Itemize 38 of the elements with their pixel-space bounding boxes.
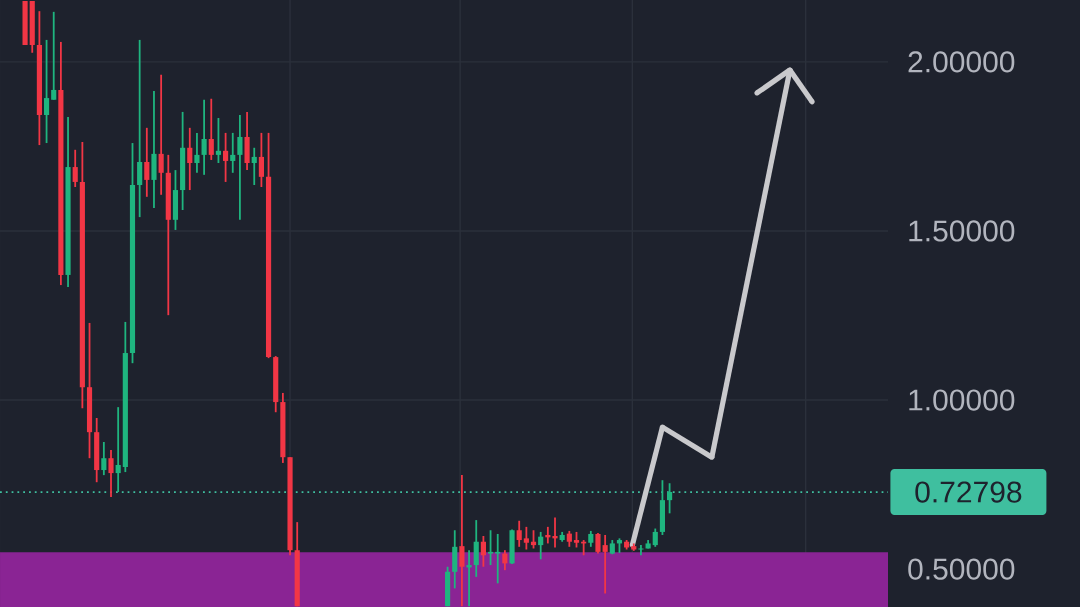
candlestick (137, 39, 143, 219)
candlestick (43, 39, 50, 144)
y-tick-label: 1.50000 (909, 220, 1015, 242)
candlestick (595, 532, 601, 555)
candlestick (459, 474, 465, 607)
candlestick (473, 519, 479, 578)
candlestick (466, 549, 472, 607)
candlestick (495, 533, 501, 585)
candlestick (201, 98, 207, 176)
y-tick-label: 2.00000 (908, 51, 1015, 73)
y-tick-label: 0.50000 (908, 558, 1015, 580)
candlestick (144, 126, 150, 198)
candlestick (237, 114, 243, 221)
candlestick (251, 146, 257, 186)
candlestick (208, 97, 214, 161)
candlestick (602, 534, 608, 595)
candlestick (667, 482, 673, 515)
candlestick (223, 132, 229, 183)
candlestick (187, 126, 193, 191)
candlestick (72, 148, 78, 188)
candlestick (516, 519, 522, 548)
candlestick (194, 132, 200, 174)
candlestick (158, 73, 164, 196)
candlestick (230, 132, 236, 174)
candlestick (552, 516, 558, 549)
candlestick (51, 10, 57, 101)
candlestick (487, 529, 494, 566)
ref-line-label: 0.72798 (915, 481, 1022, 503)
candlestick (538, 531, 544, 561)
candlestick (101, 441, 107, 477)
candlestick (108, 449, 114, 498)
candlestick (115, 406, 121, 493)
y-tick-label: 1.00000 (909, 389, 1015, 411)
candlestick (480, 535, 486, 568)
candlestick (258, 132, 264, 188)
candlestick (523, 525, 529, 551)
candlestick (215, 117, 221, 164)
candlestick (652, 527, 658, 548)
